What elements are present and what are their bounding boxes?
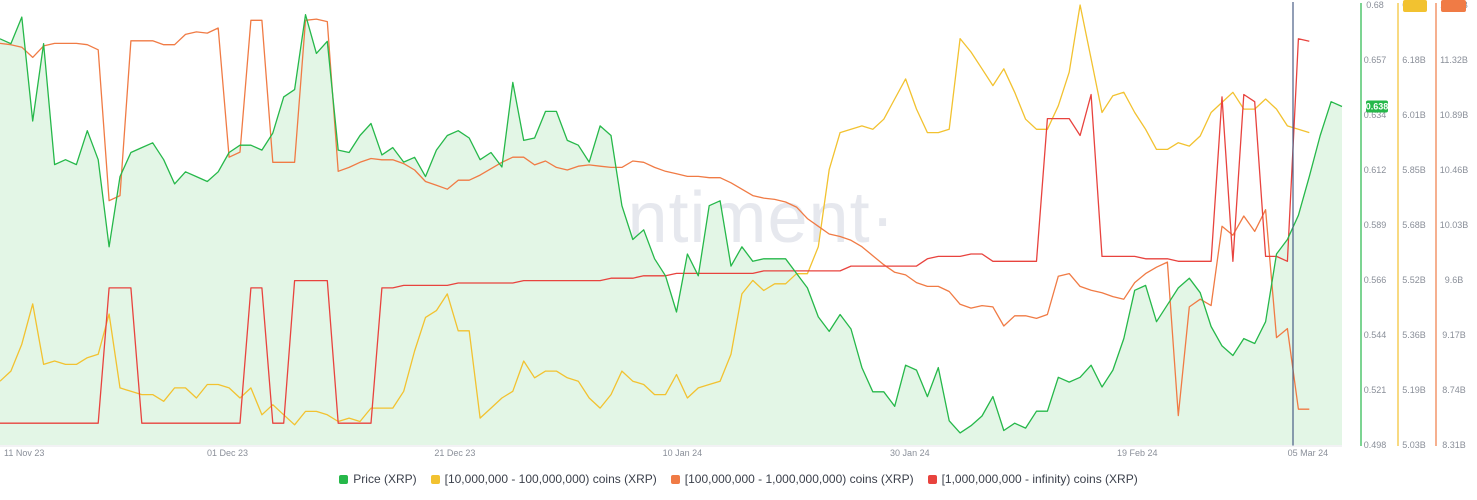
- legend-swatch: [927, 474, 937, 484]
- plot-area: [0, 2, 1343, 446]
- band-100m-1b-tick-label: 9.17B: [1442, 330, 1466, 340]
- legend-label: [100,000,000 - 1,000,000,000) coins (XRP…: [684, 472, 914, 486]
- band-100m-1b-tick-label: 10.89B: [1440, 110, 1469, 120]
- band-100m-1b-tick-label: 11.32B: [1440, 55, 1468, 65]
- legend-item[interactable]: [10,000,000 - 100,000,000) coins (XRP): [430, 472, 657, 486]
- x-tick-label: 30 Jan 24: [890, 448, 930, 458]
- band-100m-1b-tick-label: 9.6B: [1445, 275, 1464, 285]
- band-100m-1b-line: [0, 18, 1310, 417]
- band-10m-100m-tick-label: 6.18B: [1402, 55, 1426, 65]
- band-10m-100m-tick-label: 5.85B: [1402, 165, 1426, 175]
- x-tick-label: 21 Dec 23: [434, 448, 475, 458]
- band-100m-1b-current-badge-text: 8.59B: [1441, 0, 1466, 2]
- x-tick-label: 19 Feb 24: [1117, 448, 1158, 458]
- band-10m-100m-current-badge: [1403, 0, 1427, 12]
- legend-item[interactable]: Price (XRP): [339, 472, 417, 486]
- legend-swatch: [670, 474, 680, 484]
- x-tick-label: 10 Jan 24: [663, 448, 703, 458]
- band-100m-1b-current-badge: [1441, 0, 1466, 12]
- band-100m-1b-tick-label: 10.46B: [1440, 165, 1469, 175]
- price-tick-label: 0.544: [1364, 330, 1387, 340]
- x-tick-label: 11 Nov 23: [4, 448, 44, 458]
- price-tick-label: 0.657: [1364, 55, 1387, 65]
- price-tick-label: 0.68: [1366, 0, 1384, 10]
- band-10m-100m-tick-label: 5.52B: [1402, 275, 1426, 285]
- x-tick-label: 05 Mar 24: [1288, 448, 1329, 458]
- legend-swatch: [339, 474, 349, 484]
- x-tick-label: 01 Dec 23: [207, 448, 248, 458]
- price-tick-label: 0.634: [1364, 110, 1387, 120]
- legend-label: Price (XRP): [353, 472, 417, 486]
- band-10m-100m-tick-label: 5.36B: [1402, 330, 1426, 340]
- legend-item[interactable]: [100,000,000 - 1,000,000,000) coins (XRP…: [670, 472, 914, 486]
- band-100m-1b-tick-label: 8.74B: [1442, 385, 1466, 395]
- legend: Price (XRP) [10,000,000 - 100,000,000) co…: [0, 472, 1477, 486]
- band-100m-1b-tick-label: 10.03B: [1440, 220, 1469, 230]
- legend-swatch: [430, 474, 440, 484]
- price-tick-label: 0.589: [1364, 220, 1387, 230]
- band-1b-inf-line: [0, 38, 1310, 424]
- axes: 11 Nov 23 01 Dec 23 21 Dec 23 10 Jan 24 30 J…: [0, 0, 1468, 458]
- price-current-badge-text: 0.638: [1366, 102, 1389, 112]
- price-tick-label: 0.612: [1364, 165, 1387, 175]
- band-10m-100m-tick-label: 6.01B: [1402, 110, 1426, 120]
- legend-label: [1,000,000,000 - infinity) coins (XRP): [941, 472, 1138, 486]
- price-tick-label: 0.521: [1364, 385, 1387, 395]
- price-tick-label: 0.566: [1364, 275, 1387, 285]
- price-area: [0, 14, 1342, 445]
- legend-label: [10,000,000 - 100,000,000) coins (XRP): [444, 472, 657, 486]
- band-10m-100m-tick-label: 5.19B: [1402, 385, 1426, 395]
- band-10m-100m-tick-label: 5.03B: [1402, 440, 1426, 450]
- legend-item[interactable]: [1,000,000,000 - infinity) coins (XRP): [927, 472, 1138, 486]
- band-100m-1b-tick-label: 8.31B: [1442, 440, 1466, 450]
- price-current-badge: [1366, 100, 1388, 113]
- band-10m-100m-tick-label: 5.68B: [1402, 220, 1426, 230]
- price-line: [0, 14, 1343, 434]
- band-10m-100m-line: [0, 4, 1310, 426]
- band-10m-100m-current-badge-text: 5.96B: [1403, 0, 1428, 2]
- price-tick-label: 0.498: [1364, 440, 1387, 450]
